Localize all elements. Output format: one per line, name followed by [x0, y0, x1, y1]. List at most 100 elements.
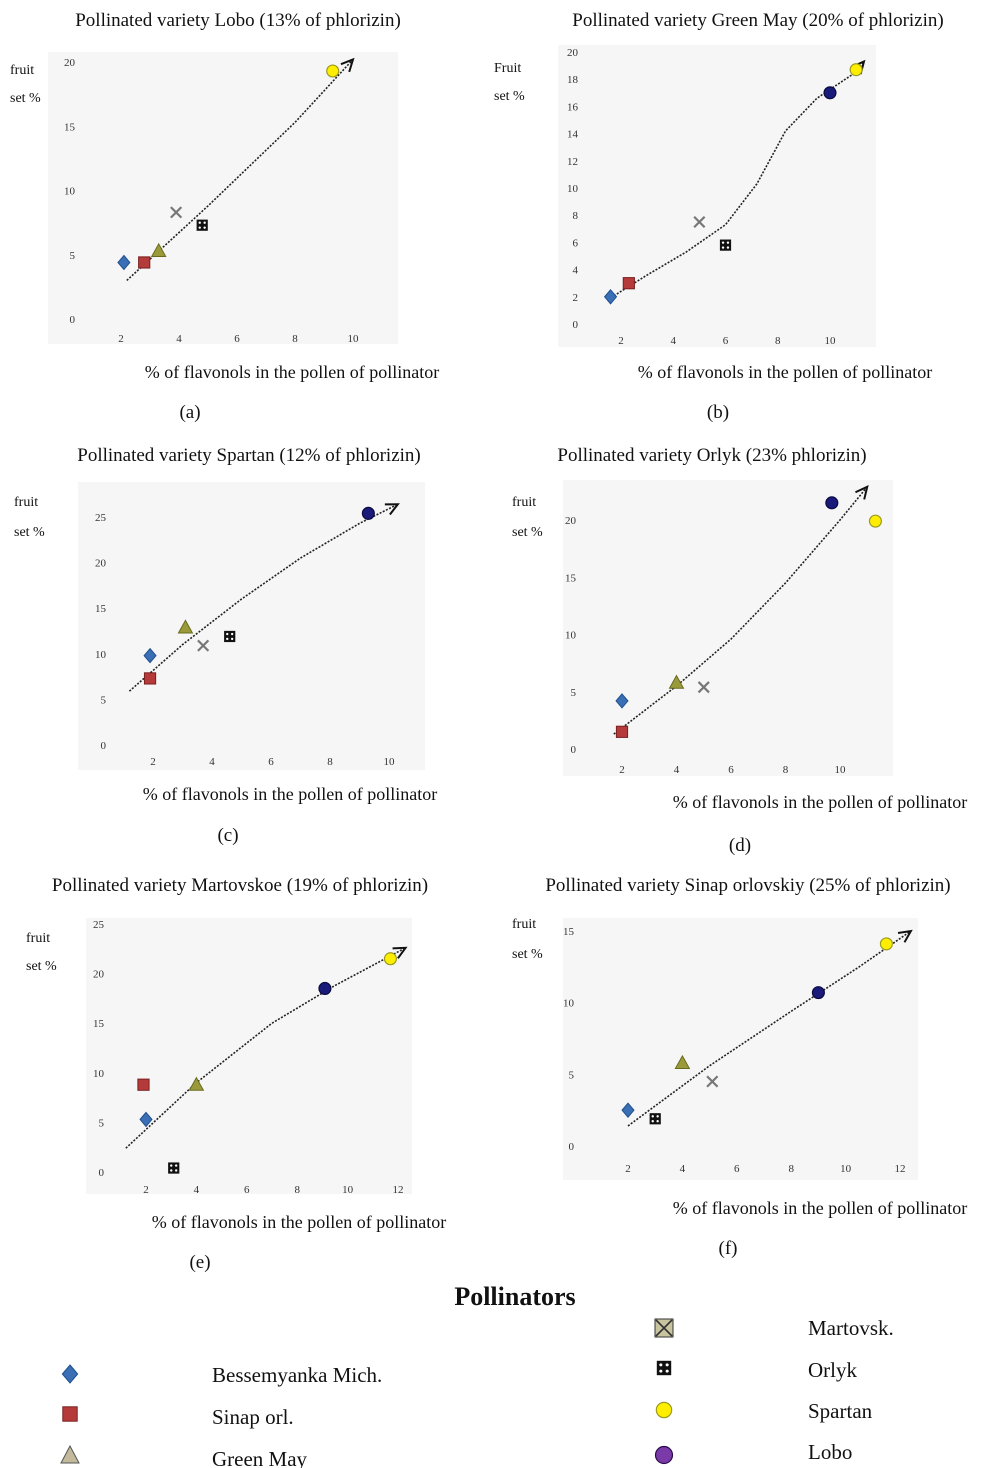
data-point-shape — [879, 937, 893, 951]
legend: Bessemyanka Mich. Sinap orl. Green May Mart… — [60, 1316, 894, 1468]
legend-label: Sinap orl. — [212, 1405, 294, 1429]
data-point — [697, 681, 710, 694]
chart-title: Pollinated variety Sinap orlovskiy (25% … — [545, 875, 950, 896]
legend-label: Bessemyanka Mich. — [212, 1363, 382, 1387]
y-tick-label: 20 — [64, 57, 76, 69]
x-tick-label: 4 — [674, 764, 680, 776]
data-point-dot — [230, 637, 234, 641]
y-tick-label: 15 — [93, 1018, 105, 1030]
data-point — [603, 289, 618, 305]
data-point-shape — [649, 1113, 661, 1125]
y-axis-label-line1: fruit — [26, 931, 50, 946]
y-tick-label: 5 — [101, 694, 107, 706]
data-point — [823, 86, 837, 100]
data-point — [326, 64, 340, 78]
data-point — [383, 952, 397, 966]
data-point-shape — [138, 256, 151, 269]
x-tick-label: 6 — [244, 1184, 250, 1196]
data-point-shape — [326, 64, 340, 78]
y-tick-label: 14 — [567, 129, 579, 141]
chart-title: Pollinated variety Lobo (13% of phlorizi… — [75, 10, 401, 31]
x-axis-label: % of flavonols in the pollen of pollinat… — [143, 784, 437, 804]
legend-item: Lobo — [654, 1440, 852, 1465]
data-point — [143, 672, 157, 685]
x-tick-label: 2 — [625, 1163, 631, 1175]
data-point-dot — [174, 1169, 178, 1172]
trend-arrow — [392, 946, 408, 959]
data-point — [224, 630, 236, 643]
y-tick-label: 16 — [567, 101, 579, 113]
legend-title: Pollinators — [454, 1282, 576, 1311]
y-tick-label: 8 — [573, 210, 579, 222]
x-tick-label: 6 — [234, 333, 240, 345]
trend-arrow — [855, 485, 869, 500]
y-tick-label: 15 — [95, 603, 107, 615]
x-tick-label: 4 — [194, 1184, 200, 1196]
x-axis-label: % of flavonols in the pollen of pollinat… — [673, 792, 967, 812]
data-point — [615, 725, 629, 738]
data-point — [706, 1075, 719, 1088]
panel-label: (a) — [179, 402, 200, 423]
y-tick-label: 10 — [93, 1068, 105, 1080]
data-point-shape — [849, 63, 863, 77]
x-axis-label: % of flavonols in the pollen of pollinat… — [145, 362, 439, 382]
y-tick-label: 0 — [573, 319, 579, 331]
data-point — [139, 1111, 153, 1128]
legend-marker — [60, 1444, 80, 1464]
y-tick-label: 2 — [573, 292, 579, 304]
x-tick-label: 4 — [209, 756, 215, 768]
data-point — [361, 506, 375, 520]
trend-arrow — [897, 929, 913, 943]
data-point — [196, 219, 208, 231]
x-tick-label: 10 — [835, 764, 847, 776]
data-point — [693, 215, 706, 229]
y-tick-label: 10 — [563, 998, 575, 1010]
y-tick-label: 10 — [95, 649, 107, 661]
chart-panel-4: Pollinated variety Orlyk (23% phlorizin)… — [512, 445, 967, 856]
y-axis-label-line2: set % — [512, 947, 543, 962]
data-point-stroke — [706, 1075, 719, 1088]
legend-item: Martovsk. — [654, 1316, 894, 1340]
y-axis-label-line1: Fruit — [494, 61, 521, 76]
data-point-shape — [177, 619, 194, 634]
x-tick-label: 6 — [728, 764, 734, 776]
chart-panel-5: Pollinated variety Martovskoe (19% of ph… — [26, 875, 446, 1273]
y-tick-label: 0 — [70, 314, 76, 326]
x-tick-label: 2 — [143, 1184, 149, 1196]
trend-arrow — [340, 57, 355, 73]
data-point-dot — [226, 637, 229, 641]
data-point-dot — [726, 246, 730, 249]
data-point-shape — [668, 674, 685, 689]
x-tick-label: 2 — [618, 335, 624, 347]
x-tick-label: 8 — [775, 335, 781, 347]
y-tick-label: 10 — [565, 630, 577, 642]
y-axis-label-line2: set % — [14, 525, 45, 540]
data-point-shape — [196, 219, 208, 231]
legend-marker-shape — [656, 1360, 672, 1376]
data-point — [879, 937, 893, 951]
plot-area — [563, 480, 893, 776]
y-axis-label-line2: set % — [494, 89, 525, 104]
data-point-shape — [143, 647, 157, 664]
data-point — [811, 986, 825, 1000]
data-point-dot — [656, 1120, 659, 1123]
legend-item: Green May — [60, 1444, 308, 1468]
y-tick-label: 5 — [569, 1069, 575, 1081]
y-tick-label: 20 — [565, 515, 577, 527]
y-tick-label: 20 — [567, 47, 579, 59]
x-tick-label: 8 — [294, 1184, 300, 1196]
data-point-stroke — [693, 215, 706, 229]
x-tick-label: 4 — [671, 335, 677, 347]
data-point — [825, 496, 839, 510]
x-tick-label: 10 — [825, 335, 837, 347]
plot-area — [86, 918, 412, 1194]
data-point — [138, 256, 151, 269]
data-point-shape — [825, 496, 839, 510]
data-point-shape — [150, 242, 167, 257]
legend-marker-shape — [61, 1364, 79, 1384]
chart-title: Pollinated variety Martovskoe (19% of ph… — [52, 875, 428, 896]
y-axis-label-line2: set % — [10, 91, 41, 106]
legend-marker-shape — [62, 1406, 78, 1422]
chart-panel-1: Pollinated variety Lobo (13% of phlorizi… — [10, 10, 439, 423]
